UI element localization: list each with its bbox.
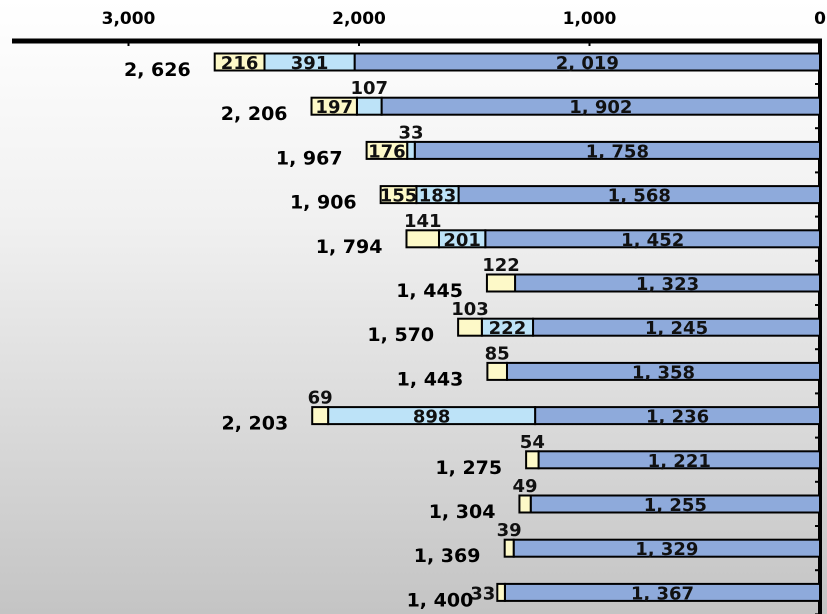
segment-label: 33 [470, 583, 495, 604]
segment-label: 69 [308, 388, 333, 409]
total-label: 1, 967 [276, 147, 343, 169]
segment-label: 1, 902 [569, 97, 632, 118]
total-label: 1, 400 [407, 589, 474, 611]
segment-label: 201 [443, 230, 481, 251]
bar-segment [405, 229, 440, 249]
segment-label: 1, 236 [646, 407, 709, 428]
total-label: 1, 794 [316, 236, 383, 258]
segment-label: 54 [520, 432, 545, 453]
segment-label: 1, 221 [648, 451, 711, 472]
segment-label: 222 [489, 318, 527, 339]
bar-segment [365, 140, 409, 160]
total-label: 1, 906 [290, 192, 357, 214]
segment-label: 1, 329 [635, 539, 698, 560]
bar-segment [503, 538, 515, 558]
segment-label: 176 [368, 141, 406, 162]
bar-segment [406, 140, 416, 160]
segment-label: 49 [513, 476, 538, 497]
bars [213, 52, 822, 602]
segment-label: 216 [221, 53, 259, 74]
total-label: 1, 445 [396, 280, 463, 302]
segment-label: 1, 452 [621, 230, 684, 251]
segment-label: 141 [404, 211, 442, 232]
total-label: 1, 570 [367, 324, 434, 346]
x-tick-label: 2,000 [332, 9, 386, 29]
segment-label: 1, 758 [586, 141, 649, 162]
segment-label: 898 [413, 407, 451, 428]
segment-label: 107 [350, 78, 388, 99]
x-axis: 3,000 2,000 1,000 0 [12, 9, 826, 614]
segment-label: 1, 568 [608, 186, 671, 207]
segment-label: 1, 358 [632, 362, 695, 383]
bar-segment [457, 317, 483, 337]
bar-segment [525, 450, 540, 470]
segment-label: 197 [315, 97, 353, 118]
bar-segment [310, 96, 358, 116]
x-tick-label: 3,000 [102, 9, 156, 29]
segment-label: 33 [398, 122, 423, 143]
segment-label: 391 [291, 53, 329, 74]
segment-label: 39 [497, 520, 522, 541]
bar-segment [518, 494, 532, 514]
bar-segment [485, 273, 517, 293]
total-label: 1, 443 [397, 368, 464, 390]
bar-segment [355, 96, 383, 116]
bar-segment [311, 406, 330, 426]
segment-label: 155 [380, 186, 418, 207]
bar-segment [496, 582, 506, 602]
total-label: 2, 626 [124, 59, 191, 81]
segment-label: 1, 255 [644, 495, 707, 516]
bar-segment [486, 361, 508, 381]
x-tick-label: 0 [814, 9, 826, 29]
segment-label: 1, 245 [645, 318, 708, 339]
bar-segment [379, 185, 418, 205]
bar-segment [213, 52, 266, 72]
total-label: 1, 304 [429, 501, 496, 523]
segment-label: 85 [485, 343, 510, 364]
segment-label: 1, 367 [631, 583, 694, 604]
segment-label: 183 [419, 186, 457, 207]
total-label: 2, 206 [221, 103, 288, 125]
segment-label: 103 [451, 299, 489, 320]
segment-label: 2, 019 [556, 53, 619, 74]
segment-label: 122 [482, 255, 520, 276]
total-label: 1, 369 [414, 545, 481, 567]
total-label: 2, 203 [221, 413, 288, 435]
segment-label: 1, 323 [636, 274, 699, 295]
total-label: 1, 275 [435, 457, 502, 479]
x-tick-label: 1,000 [563, 9, 617, 29]
